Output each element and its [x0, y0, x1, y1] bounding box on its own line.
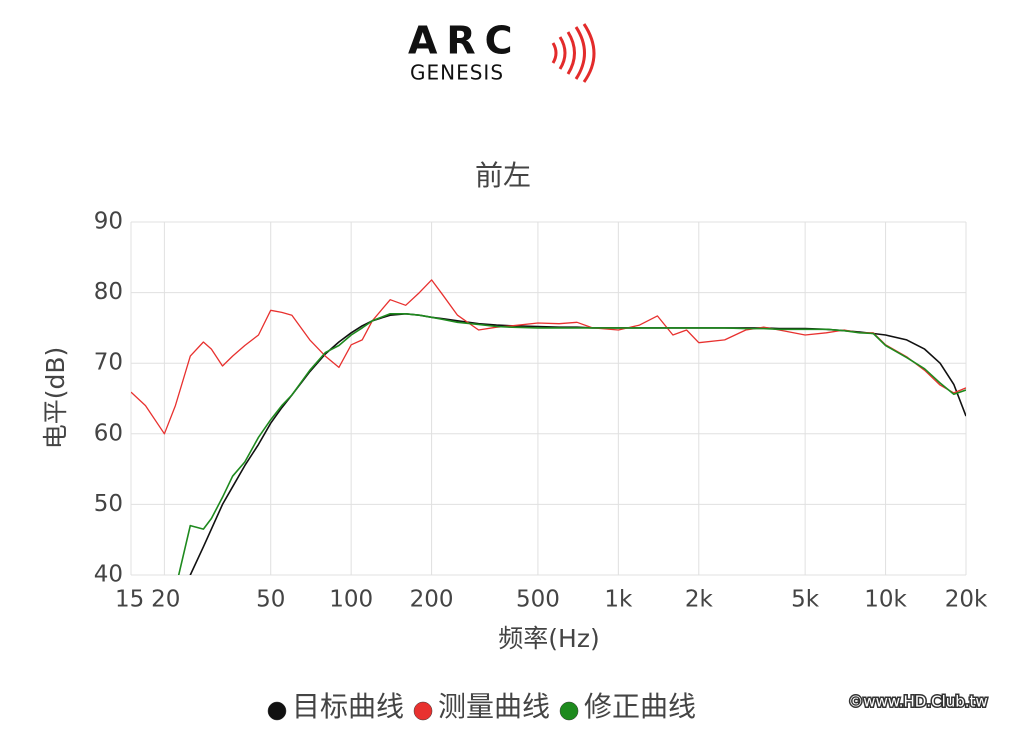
- watermark: ©www.HD.Club.tw: [848, 693, 987, 711]
- series-line: [189, 313, 966, 575]
- y-axis-label: 电平(dB): [41, 347, 70, 450]
- y-tick-label: 40: [94, 562, 123, 588]
- x-tick-label: 2k: [685, 587, 714, 613]
- series-line: [131, 279, 966, 435]
- y-tick-label: 60: [94, 420, 123, 446]
- x-tick-label: 500: [516, 587, 560, 613]
- legend-label: 测量曲线: [438, 690, 550, 723]
- logo-waves: [551, 23, 596, 83]
- x-tick-label: 50: [256, 587, 285, 613]
- legend-marker: [267, 701, 287, 721]
- y-tick-label: 90: [94, 209, 123, 235]
- plot-lines: [131, 279, 966, 575]
- legend-marker: [559, 701, 579, 721]
- x-tick-label: 15: [115, 587, 144, 613]
- x-tick-label: 100: [329, 587, 373, 613]
- logo: ARC GENESIS: [408, 19, 596, 85]
- legend: 目标曲线 测量曲线 修正曲线: [267, 690, 696, 723]
- x-tick-label: 200: [410, 587, 454, 613]
- legend-label: 目标曲线: [292, 690, 404, 723]
- y-tick-label: 80: [94, 279, 123, 305]
- x-tick-label: 20: [151, 587, 180, 613]
- x-tick-label: 20k: [945, 587, 988, 613]
- x-tick-label: 1k: [604, 587, 633, 613]
- x-axis-label: 频率(Hz): [498, 624, 599, 653]
- legend-label: 修正曲线: [584, 690, 696, 723]
- logo-text: ARC: [408, 19, 522, 63]
- y-tick-label: 70: [94, 350, 123, 376]
- x-tick-label: 5k: [791, 587, 820, 613]
- logo-subtitle: GENESIS: [410, 61, 504, 85]
- series-line: [177, 313, 966, 575]
- legend-marker: [413, 701, 433, 721]
- chart-title: 前左: [475, 159, 531, 192]
- y-tick-label: 50: [94, 491, 123, 517]
- x-tick-label: 10k: [864, 587, 907, 613]
